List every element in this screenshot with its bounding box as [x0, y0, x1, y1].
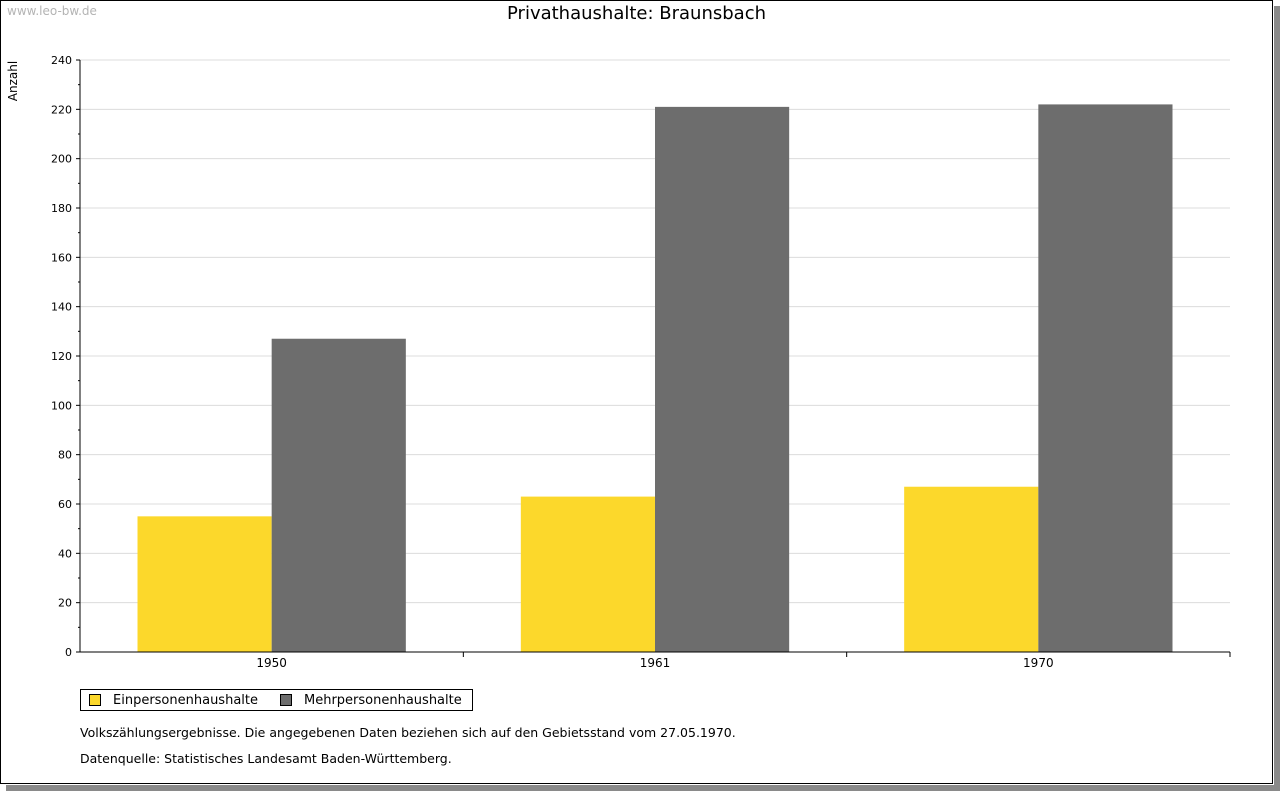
frame-shadow-bottom	[6, 785, 1280, 791]
y-tick-label: 180	[51, 202, 72, 215]
bar	[904, 486, 1039, 652]
legend-label-mehrpersonen: Mehrpersonenhaushalte	[304, 692, 462, 708]
watermark: www.leo-bw.de	[7, 4, 97, 18]
x-tick-label: 1970	[1023, 656, 1054, 670]
legend-swatch-mehrpersonen	[280, 694, 292, 706]
chart-title: Privathaushalte: Braunsbach	[507, 3, 766, 24]
y-tick-label: 80	[58, 449, 72, 462]
legend-item-einpersonen: Einpersonenhaushalte	[89, 693, 258, 708]
y-tick-label: 40	[58, 547, 72, 560]
y-tick-label: 200	[51, 153, 72, 166]
legend-label-einpersonen: Einpersonenhaushalte	[113, 692, 258, 708]
y-tick-label: 140	[51, 301, 72, 314]
legend-item-mehrpersonen: Mehrpersonenhaushalte	[280, 693, 462, 708]
y-tick-label: 160	[51, 251, 72, 264]
y-tick-label: 220	[51, 103, 72, 116]
legend-swatch-einpersonen	[89, 694, 101, 706]
y-tick-label: 60	[58, 498, 72, 511]
footnote-source: Datenquelle: Statistisches Landesamt Bad…	[80, 751, 452, 766]
y-tick-label: 240	[51, 54, 72, 67]
bar	[1038, 104, 1173, 652]
legend: Einpersonenhaushalte Mehrpersonenhaushal…	[80, 689, 473, 711]
y-tick-label: 0	[65, 646, 72, 659]
y-tick-label: 20	[58, 597, 72, 610]
bar	[271, 338, 406, 652]
x-tick-label: 1961	[640, 656, 671, 670]
bar	[137, 516, 272, 652]
bar	[520, 496, 655, 652]
bar	[655, 106, 790, 652]
y-tick-label: 120	[51, 350, 72, 363]
footnote-census: Volkszählungsergebnisse. Die angegebenen…	[80, 725, 736, 740]
frame-shadow-right	[1274, 6, 1280, 791]
y-tick-label: 100	[51, 399, 72, 412]
x-tick-label: 1950	[256, 656, 287, 670]
